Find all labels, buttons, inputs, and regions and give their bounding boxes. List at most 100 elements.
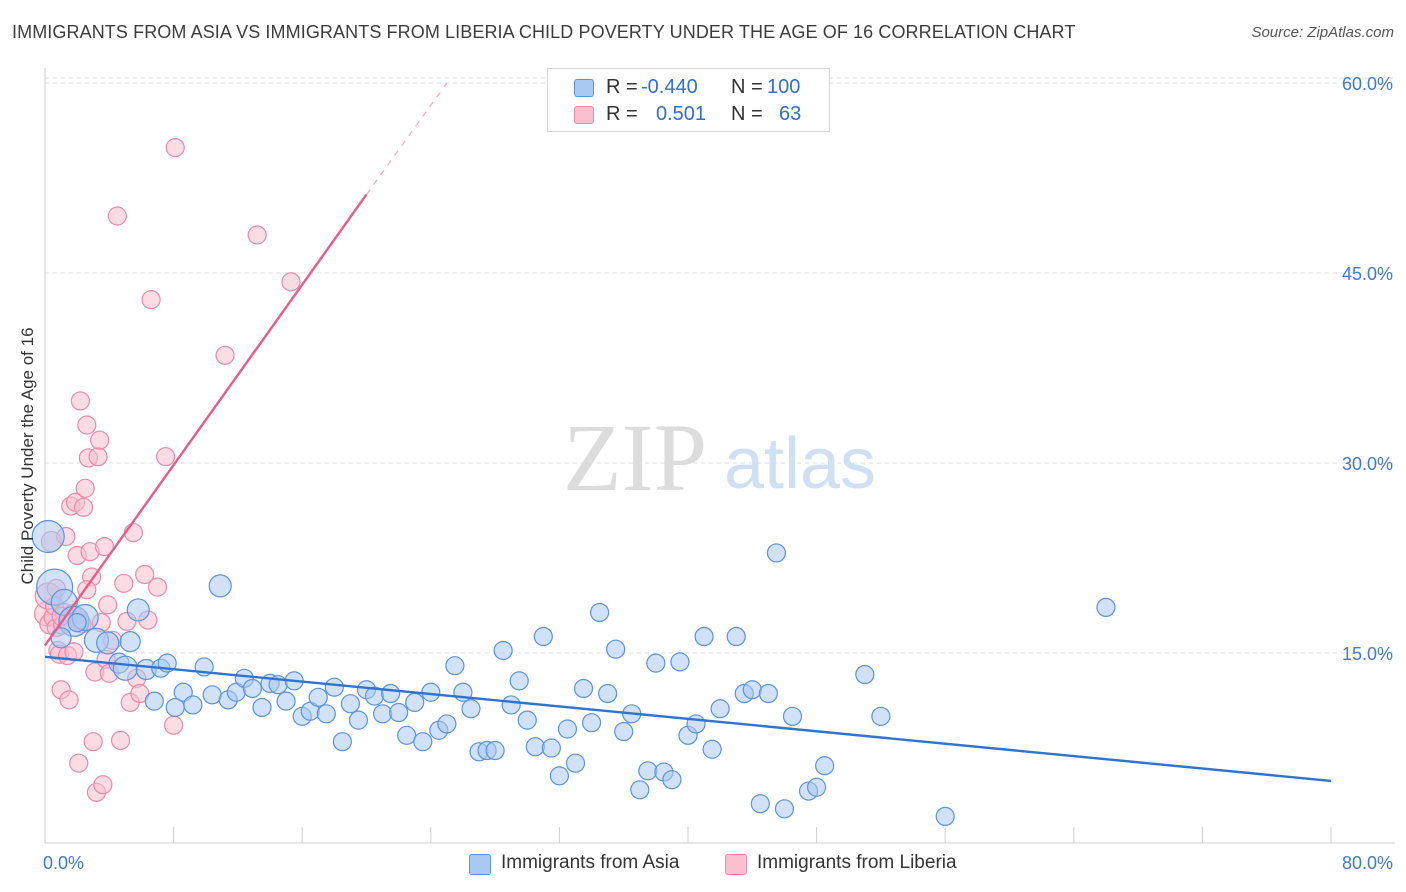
asia-point: [533, 626, 553, 647]
trend-lines: [44, 82, 1332, 783]
liberia-point: [93, 775, 113, 795]
asia-point: [405, 692, 425, 713]
asia-point: [606, 639, 626, 659]
asia-point: [493, 640, 513, 661]
r-value: 0.501: [656, 103, 707, 125]
liberia-point: [59, 690, 79, 710]
liberia-point: [147, 577, 168, 597]
asia-swatch: [574, 79, 594, 97]
asia-point: [662, 770, 682, 790]
n-value: 100: [767, 76, 801, 98]
asia-point: [485, 740, 505, 761]
asia-point: [935, 806, 955, 827]
n-value: 63: [779, 103, 802, 125]
liberia-swatch: [574, 106, 594, 124]
asia-point: [31, 519, 65, 554]
asia-point: [710, 699, 730, 719]
liberia-legend-swatch: [725, 854, 747, 875]
liberia-point: [155, 447, 176, 467]
asia-point: [308, 687, 328, 707]
liberia-point: [247, 225, 267, 245]
asia-point: [112, 655, 138, 681]
stats-legend: R = -0.440 N = 100 R = 0.501 N = 63: [547, 68, 830, 132]
asia-legend-swatch: [469, 854, 491, 875]
asia-point: [389, 702, 409, 723]
liberia-point: [164, 715, 184, 735]
asia-point: [517, 710, 537, 730]
chart-title: IMMIGRANTS FROM ASIA VS IMMIGRANTS FROM …: [12, 22, 1076, 42]
asia-point: [413, 732, 433, 752]
y-axis-label: Child Poverty Under the Age of 16: [18, 327, 37, 584]
asia-points: [31, 519, 1116, 827]
axes-layer: [44, 68, 1395, 844]
liberia-point: [107, 206, 127, 226]
liberia-point: [69, 753, 89, 773]
liberia-point: [94, 536, 115, 557]
asia-point: [96, 631, 120, 655]
asia-point: [437, 714, 457, 734]
asia-point: [758, 683, 778, 704]
source-label: Source: ZipAtlas.com: [1251, 24, 1394, 41]
asia-point: [573, 678, 594, 699]
r-label: R =: [606, 76, 638, 98]
asia-point: [252, 697, 272, 718]
asia-point: [316, 704, 336, 724]
x-tick-label: 80.0%: [1342, 853, 1393, 873]
asia-point: [348, 710, 369, 730]
liberia-point: [281, 272, 301, 292]
asia-point: [397, 725, 417, 745]
asia-point: [557, 719, 578, 739]
liberia-point: [77, 415, 97, 435]
y-tick-label: 15.0%: [1342, 644, 1393, 664]
asia-point: [501, 695, 521, 715]
liberia-point: [70, 391, 90, 411]
asia-point: [202, 685, 222, 705]
r-label: R =: [606, 103, 638, 125]
liberia-point: [75, 478, 95, 498]
asia-point: [614, 721, 634, 742]
y-tick-label: 45.0%: [1342, 264, 1393, 284]
asia-point: [646, 653, 666, 673]
asia-point: [565, 753, 586, 773]
grid-layer: [45, 77, 1395, 654]
asia-point: [525, 737, 545, 757]
asia-point: [742, 680, 762, 700]
asia-point: [670, 652, 690, 672]
liberia-point: [90, 430, 110, 450]
asia-point: [381, 683, 401, 704]
asia-point: [598, 683, 618, 704]
tick-labels: 15.0% 30.0% 45.0% 60.0% 0.0% 80.0%: [43, 74, 1393, 873]
asia-point: [630, 780, 650, 800]
asia-point: [208, 574, 232, 598]
liberia-point: [83, 732, 103, 752]
asia-point: [541, 738, 561, 758]
asia-point: [686, 714, 706, 734]
asia-point: [173, 682, 193, 702]
y-tick-label: 60.0%: [1342, 74, 1393, 94]
liberia-trend-line: [44, 193, 368, 647]
asia-point: [445, 656, 465, 676]
asia-point: [638, 761, 658, 781]
asia-point: [782, 706, 803, 726]
n-label: N =: [731, 103, 763, 125]
asia-point: [750, 794, 770, 814]
liberia-point: [114, 573, 134, 593]
liberia-point: [98, 595, 118, 615]
asia-point: [461, 699, 481, 719]
liberia-point: [135, 564, 155, 585]
watermark-atlas: atlas: [724, 424, 876, 504]
x-tick-label: 0.0%: [43, 853, 84, 873]
asia-point: [855, 664, 875, 685]
liberia-point: [165, 138, 185, 158]
asia-trend-line: [44, 655, 1332, 783]
asia-point: [581, 713, 602, 733]
asia-point: [67, 612, 87, 633]
asia-point: [509, 671, 529, 691]
asia-point: [871, 706, 891, 726]
asia-point: [702, 739, 722, 759]
asia-point: [332, 732, 352, 752]
asia-point: [324, 677, 344, 697]
legend-label-liberia: Immigrants from Liberia: [757, 852, 957, 873]
liberia-point: [123, 523, 144, 543]
asia-point: [726, 626, 746, 647]
